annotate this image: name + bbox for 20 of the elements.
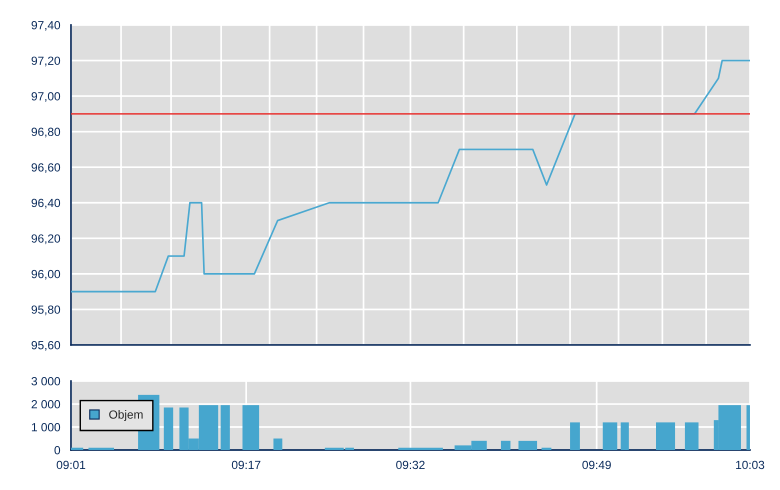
y-tick-label: 0 [54, 446, 60, 454]
x-tick-label: 09:01 [56, 460, 86, 470]
y-tick-label: 96,80 [32, 128, 60, 138]
y-tick-label: 95,80 [32, 305, 60, 316]
y-tick-label: 97,20 [32, 56, 60, 66]
y-tick-label: 96,20 [32, 234, 60, 244]
legend-label: Objem [109, 410, 143, 422]
y-tick-label: 95,60 [32, 340, 60, 351]
x-tick-label: 09:32 [396, 460, 425, 470]
x-tick-label: 09:49 [582, 460, 611, 470]
y-tick-label: 2 000 [32, 400, 60, 408]
y-tick-label: 3 000 [31, 377, 60, 386]
x-tick-label: 09:17 [232, 460, 260, 470]
y-tick-label: 96,40 [32, 198, 60, 209]
y-tick-label: 97,00 [32, 92, 60, 102]
y-tick-label: 96,00 [32, 270, 60, 280]
y-tick-label: 96,60 [32, 163, 60, 173]
x-tick-label: 10:03 [736, 460, 764, 470]
y-tick-label: 97,40 [32, 21, 60, 31]
y-tick-label: 1 000 [32, 423, 60, 432]
